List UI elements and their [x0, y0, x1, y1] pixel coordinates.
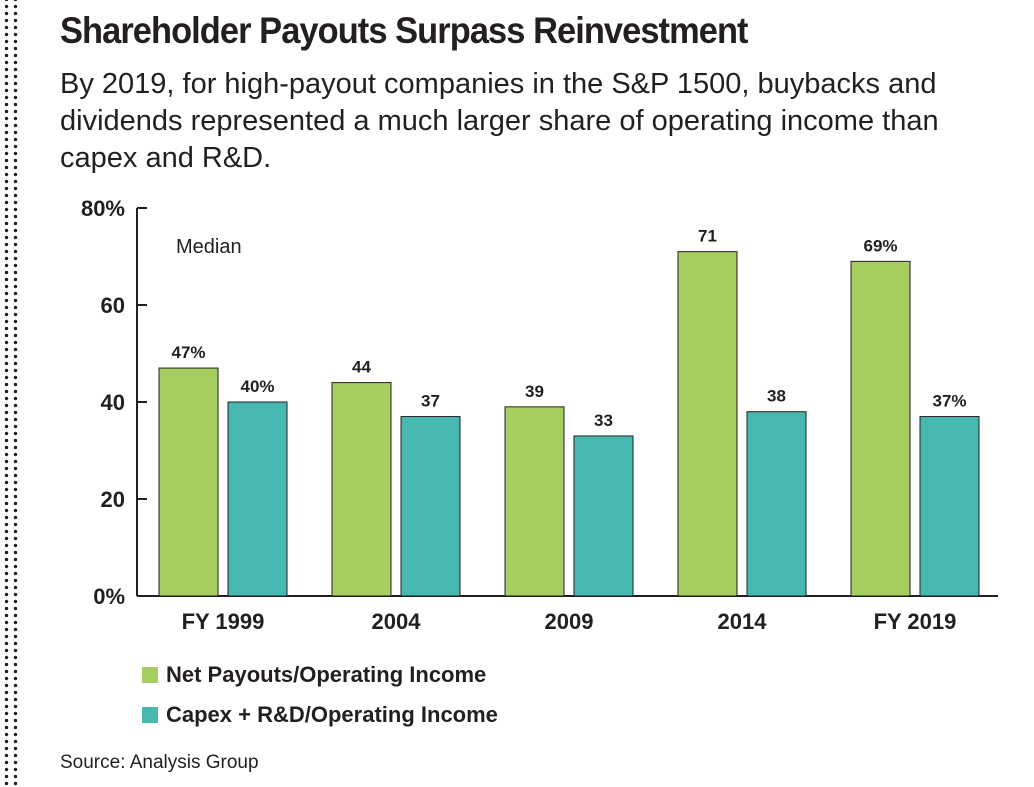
bar	[331, 382, 392, 597]
data-label: 40%	[240, 377, 274, 396]
data-label: 47%	[171, 343, 205, 362]
data-label: 37	[421, 392, 440, 411]
data-label: 39	[525, 382, 544, 401]
bar	[919, 416, 980, 597]
x-tick-label: 2014	[718, 609, 768, 634]
chart-title: Shareholder Payouts Surpass Reinvestment	[60, 10, 748, 51]
x-tick-label: FY 1999	[182, 609, 265, 634]
chart-subtitle: By 2019, for high-payout companies in th…	[60, 68, 939, 174]
data-label: 33	[594, 411, 613, 430]
legend-item-net-payouts: Net Payouts/Operating Income	[142, 655, 498, 695]
legend: Net Payouts/Operating Income Capex + R&D…	[142, 655, 498, 735]
bar	[158, 367, 219, 597]
bar	[400, 416, 461, 597]
bar	[573, 435, 634, 597]
bar	[227, 401, 288, 597]
y-tick-label: 80%	[81, 196, 125, 221]
y-tick-label: 0%	[93, 584, 125, 609]
data-label: 38	[767, 387, 786, 406]
bar	[504, 406, 565, 597]
legend-item-capex-rd: Capex + R&D/Operating Income	[142, 695, 498, 735]
x-tick-label: FY 2019	[874, 609, 957, 634]
data-label: 69%	[863, 236, 897, 255]
legend-swatch-capex-rd	[142, 707, 158, 723]
x-tick-label: 2004	[372, 609, 422, 634]
y-tick-label: 60	[101, 293, 125, 318]
y-tick-label: 20	[101, 487, 125, 512]
data-label: 37%	[932, 392, 966, 411]
bar	[850, 260, 911, 597]
dotted-border	[0, 0, 22, 787]
bar	[746, 411, 807, 597]
bar	[677, 251, 738, 597]
median-annotation: Median	[176, 236, 242, 258]
y-tick-label: 40	[101, 390, 125, 415]
legend-label-net-payouts: Net Payouts/Operating Income	[166, 662, 487, 687]
legend-swatch-net-payouts	[142, 667, 158, 683]
source-note: Source: Analysis Group	[60, 752, 259, 773]
data-label: 71	[698, 227, 717, 246]
x-tick-label: 2009	[545, 609, 594, 634]
data-label: 44	[352, 358, 371, 377]
legend-label-capex-rd: Capex + R&D/Operating Income	[166, 702, 498, 727]
